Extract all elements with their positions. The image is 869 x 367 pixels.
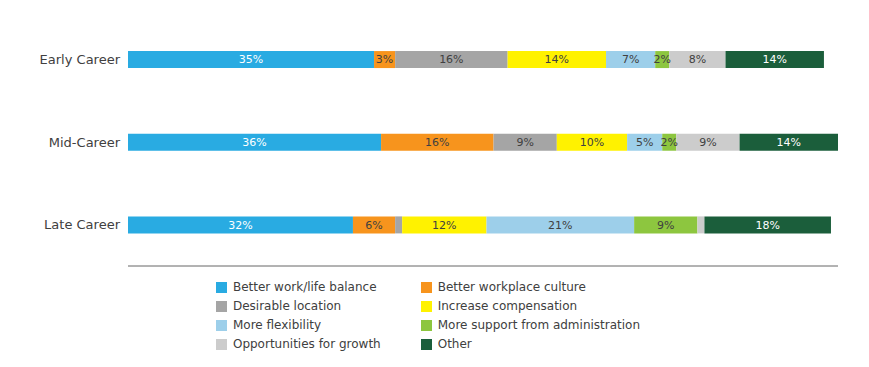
html-text:Desirable location: Desirable location <box>232 299 342 313</box>
html-text:Opportunities for growth: Opportunities for growth <box>232 337 381 351</box>
svg-text:18%: 18% <box>755 219 779 232</box>
html-text:Better workplace culture: Better workplace culture <box>437 280 586 294</box>
svg-text:35%: 35% <box>239 53 263 66</box>
svg-text:10%: 10% <box>580 136 604 149</box>
html-text:Increase compensation: Increase compensation <box>437 299 578 313</box>
svg-text:21%: 21% <box>548 219 572 232</box>
svg-text:2%: 2% <box>661 136 678 149</box>
svg-text:14%: 14% <box>763 53 787 66</box>
svg-text:7%: 7% <box>622 53 639 66</box>
svg-text:6%: 6% <box>365 219 382 232</box>
svg-text:Early Career: Early Career <box>40 52 121 67</box>
svg-text:12%: 12% <box>432 219 456 232</box>
svg-text:3%: 3% <box>376 53 393 66</box>
svg-text:8%: 8% <box>689 53 706 66</box>
svg-text:9%: 9% <box>657 219 674 232</box>
svg-text:16%: 16% <box>425 136 449 149</box>
html-text:More support from administrati: More support from administration <box>437 318 641 332</box>
svg-text:14%: 14% <box>777 136 801 149</box>
html-text:Other: Other <box>437 337 472 351</box>
html-text:More flexibility: More flexibility <box>232 318 322 332</box>
svg-text:32%: 32% <box>228 219 252 232</box>
html-text:Better work/life balance: Better work/life balance <box>232 280 377 294</box>
svg-text:Mid-Career: Mid-Career <box>49 135 121 150</box>
svg-text:36%: 36% <box>242 136 266 149</box>
svg-text:14%: 14% <box>545 53 569 66</box>
svg-text:2%: 2% <box>654 53 671 66</box>
svg-text:Late Career: Late Career <box>44 217 121 232</box>
svg-text:9%: 9% <box>516 136 533 149</box>
svg-text:5%: 5% <box>636 136 653 149</box>
svg-text:9%: 9% <box>699 136 716 149</box>
svg-text:16%: 16% <box>439 53 463 66</box>
